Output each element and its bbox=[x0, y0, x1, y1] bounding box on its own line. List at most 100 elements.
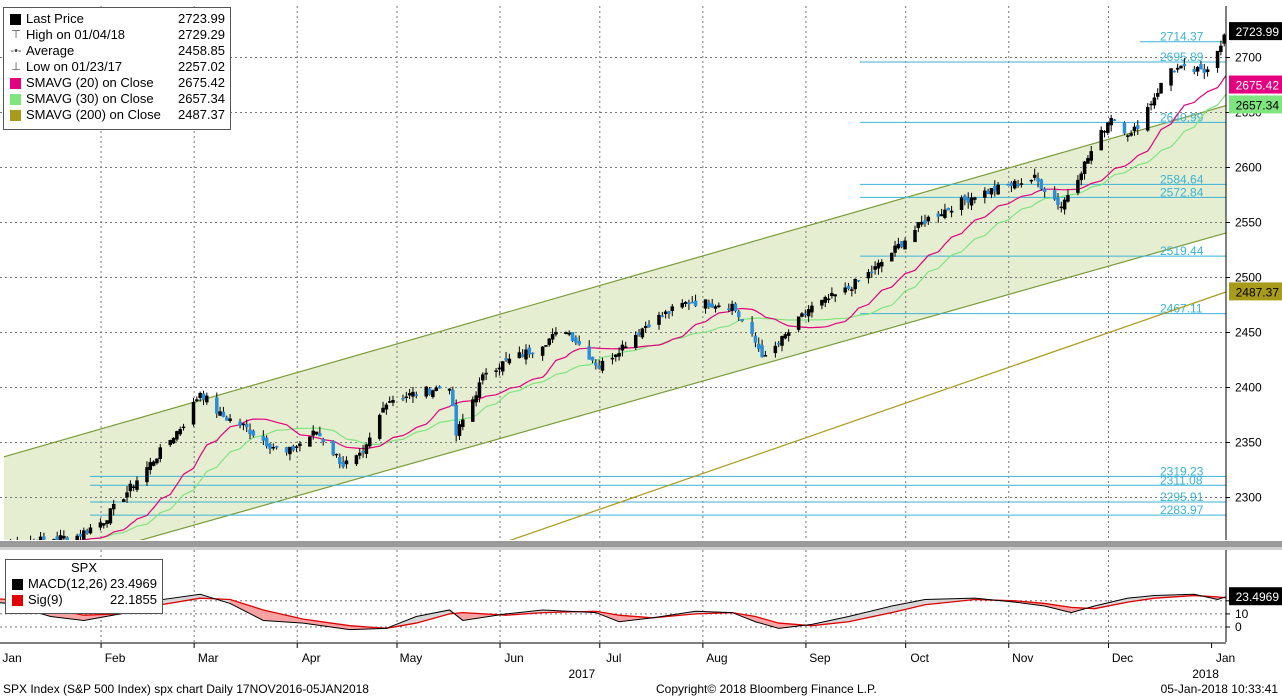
x-tick-label: Jun bbox=[504, 651, 523, 665]
candle-body bbox=[1202, 68, 1207, 73]
candle-body bbox=[1059, 206, 1064, 209]
candle-body bbox=[843, 287, 847, 293]
candle-body bbox=[943, 209, 947, 218]
candle-body bbox=[730, 303, 734, 311]
candle-body bbox=[617, 353, 621, 357]
candle-body bbox=[750, 322, 754, 335]
candle-body bbox=[983, 190, 987, 198]
legend-row: ⊥ Low on 01/23/17 2257.02 bbox=[4, 59, 230, 75]
footer-copyright: Copyright© 2018 Bloomberg Finance L.P. bbox=[656, 682, 877, 696]
candle-body bbox=[657, 314, 661, 325]
candle-body bbox=[524, 349, 528, 360]
candle-body bbox=[587, 346, 591, 360]
candle-body bbox=[830, 292, 834, 297]
candle-body bbox=[334, 453, 339, 456]
legend-label: SMAVG (30) on Close bbox=[26, 91, 154, 106]
legend-label: SMAVG (200) on Close bbox=[26, 107, 161, 122]
candle-body bbox=[707, 302, 711, 308]
candle-body bbox=[294, 446, 299, 448]
candle-body bbox=[1179, 65, 1183, 69]
candle-body bbox=[434, 387, 438, 391]
legend-label: Low on 01/23/17 bbox=[26, 59, 123, 74]
candle-body bbox=[251, 430, 256, 436]
x-tick-label: May bbox=[400, 651, 423, 665]
candle-body bbox=[640, 328, 645, 338]
channel-lower-line bbox=[139, 232, 1226, 540]
macd-legend: SPX MACD(12,26) 23.4969 Sig(9) 22.1855 bbox=[5, 559, 163, 614]
candle-body bbox=[550, 334, 555, 340]
candle-body bbox=[271, 446, 276, 449]
candle-body bbox=[384, 404, 389, 410]
candle-body bbox=[108, 508, 113, 524]
x-tick-label: Sep bbox=[809, 651, 831, 665]
candle-body bbox=[1016, 184, 1020, 187]
legend-value: 2257.02 bbox=[178, 59, 225, 74]
candle-body bbox=[717, 305, 721, 307]
candle-body bbox=[131, 486, 136, 488]
candle-body bbox=[823, 296, 827, 303]
candle-body bbox=[181, 426, 186, 429]
candle-body bbox=[1199, 64, 1203, 70]
candle-body bbox=[670, 306, 675, 312]
macd-signal-fill bbox=[848, 606, 892, 622]
price-level-label: 2295.91 bbox=[1160, 490, 1204, 504]
candle-body bbox=[986, 190, 990, 194]
candle-body bbox=[680, 303, 685, 308]
candle-body bbox=[1006, 184, 1010, 186]
candle-body bbox=[833, 294, 837, 297]
candle-body bbox=[806, 309, 811, 317]
candle-body bbox=[1175, 67, 1180, 70]
candle-body bbox=[1155, 92, 1160, 97]
price-level-label: 2572.84 bbox=[1160, 185, 1204, 199]
candle-body bbox=[1062, 199, 1067, 210]
candle-body bbox=[916, 222, 921, 228]
price-y-tick-label: 2700 bbox=[1235, 51, 1262, 65]
candle-body bbox=[1159, 82, 1163, 94]
panel-separator bbox=[0, 541, 1282, 547]
candle-body bbox=[75, 535, 79, 540]
candle-body bbox=[926, 216, 931, 222]
candle-body bbox=[1109, 117, 1113, 126]
candle-body bbox=[1086, 158, 1090, 164]
candle-body bbox=[966, 198, 970, 203]
candle-body bbox=[633, 334, 638, 349]
candle-body bbox=[500, 361, 505, 372]
candle-body bbox=[437, 386, 442, 389]
footer-timestamp: 05-Jan-2018 10:33:41 bbox=[1160, 682, 1278, 696]
candle-body bbox=[221, 411, 226, 418]
candle-body bbox=[936, 213, 941, 217]
candle-body bbox=[527, 347, 532, 355]
x-tick-label: Nov bbox=[1012, 651, 1033, 665]
macd-legend-title-text: SPX bbox=[70, 560, 97, 575]
legend-label: High on 01/04/18 bbox=[26, 27, 126, 42]
candle-body bbox=[780, 336, 784, 346]
candle-body bbox=[311, 430, 315, 436]
candle-body bbox=[893, 245, 897, 253]
candle-body bbox=[544, 345, 548, 347]
last-price-tag-text: 2723.99 bbox=[1236, 25, 1280, 39]
price-y-tick-label: 2500 bbox=[1235, 271, 1262, 285]
legend-value: 2487.37 bbox=[178, 107, 225, 122]
candle-body bbox=[308, 436, 312, 447]
candle-body bbox=[1195, 66, 1200, 72]
candle-body bbox=[756, 343, 761, 350]
macd-signal-fill bbox=[303, 619, 350, 630]
signal-line bbox=[0, 594, 1226, 629]
candle-body bbox=[1215, 50, 1220, 68]
price-level-label: 2519.44 bbox=[1160, 244, 1204, 258]
candle-body bbox=[687, 302, 691, 305]
candle-body bbox=[321, 439, 325, 443]
candle-body bbox=[1056, 197, 1060, 206]
legend-row: Sig(9) 22.1855 bbox=[6, 592, 162, 608]
candle-body bbox=[387, 401, 392, 403]
last-price-tag: 2723.99 bbox=[1229, 22, 1282, 41]
candle-body bbox=[424, 386, 429, 397]
legend-value: 2729.29 bbox=[178, 27, 225, 42]
candle-body bbox=[1029, 179, 1034, 182]
candle-body bbox=[298, 443, 302, 447]
candle-body bbox=[1036, 177, 1040, 182]
candle-body bbox=[268, 443, 272, 449]
candle-body bbox=[1009, 182, 1014, 187]
candle-body bbox=[201, 393, 206, 400]
candle-body bbox=[318, 433, 322, 437]
